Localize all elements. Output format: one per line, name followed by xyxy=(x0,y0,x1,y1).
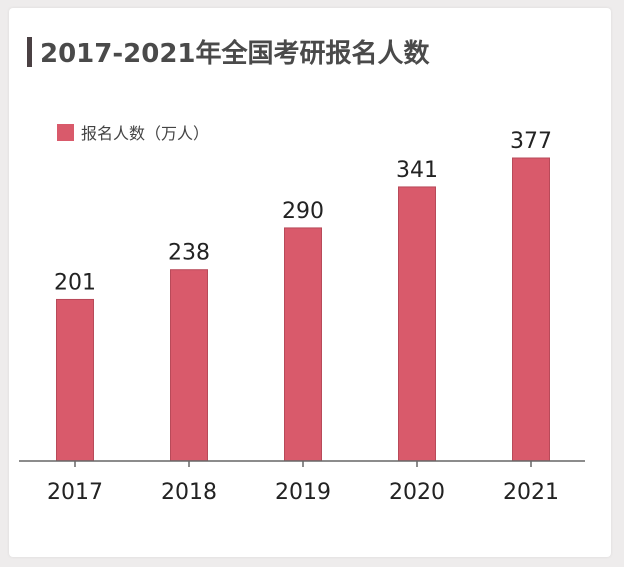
x-tick-labels-group: 2017 2018 2019 2020 2021 xyxy=(47,480,559,505)
x-tick-label-2018: 2018 xyxy=(161,480,217,505)
legend: 报名人数（万人） xyxy=(57,120,209,144)
bar-2021 xyxy=(512,157,550,462)
bars-group xyxy=(56,157,550,462)
x-tick-label-2021: 2021 xyxy=(503,480,559,505)
chart-title: 2017-2021年全国考研报名人数 xyxy=(40,39,430,69)
bar-2019 xyxy=(284,227,322,462)
bar-2018 xyxy=(170,269,208,462)
legend-label: 报名人数（万人） xyxy=(81,124,210,143)
x-tick-label-2020: 2020 xyxy=(389,480,445,505)
value-label-2019: 290 xyxy=(282,199,324,224)
value-labels-group: 201 238 290 341 377 xyxy=(54,129,552,295)
bar-2017 xyxy=(56,298,94,462)
bar-2020 xyxy=(398,186,436,462)
x-ticks-group xyxy=(74,461,532,467)
value-label-2021: 377 xyxy=(510,129,552,154)
x-tick-label-2019: 2019 xyxy=(275,480,331,505)
x-tick-label-2017: 2017 xyxy=(47,480,103,505)
legend-swatch xyxy=(57,123,74,141)
value-label-2018: 238 xyxy=(168,241,210,266)
title-accent-bar xyxy=(27,37,32,67)
value-label-2020: 341 xyxy=(396,158,438,183)
value-label-2017: 201 xyxy=(54,270,96,295)
